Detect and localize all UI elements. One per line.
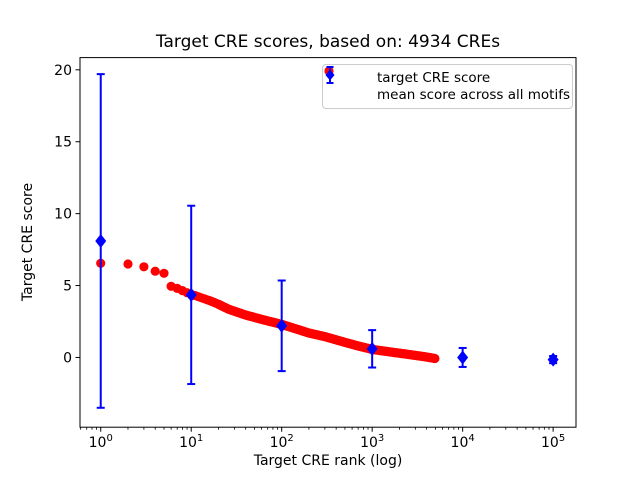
legend-item-mean-score: mean score across all motifs bbox=[325, 66, 572, 105]
x-tick-label: 100 bbox=[89, 433, 113, 451]
y-tick-label: 10 bbox=[54, 207, 72, 223]
y-axis-label: Target CRE score bbox=[20, 182, 36, 302]
legend: target CRE score mean score across all m… bbox=[322, 64, 573, 109]
mean-diamond-point bbox=[457, 350, 469, 365]
y-tick-label: 0 bbox=[63, 350, 72, 366]
target-score-point bbox=[150, 266, 160, 276]
target-score-point bbox=[139, 262, 149, 272]
mean-diamond-point bbox=[185, 287, 197, 302]
target-score-point bbox=[430, 353, 440, 364]
target-score-point bbox=[159, 268, 169, 278]
mean-diamond-point bbox=[276, 318, 288, 333]
x-axis-label: Target CRE rank (log) bbox=[253, 453, 403, 469]
x-tick-label: 103 bbox=[360, 433, 384, 451]
legend-item-target-score: target CRE score bbox=[324, 66, 572, 87]
mean-diamond-point bbox=[547, 352, 559, 367]
y-tick-label: 20 bbox=[54, 63, 72, 79]
legend-item-label: mean score across all motifs bbox=[377, 87, 571, 104]
x-tick-label: 105 bbox=[541, 433, 565, 451]
mean-diamond-point bbox=[366, 341, 378, 356]
x-tick-label: 102 bbox=[270, 433, 294, 451]
x-tick-label: 101 bbox=[179, 433, 203, 451]
mean-diamond-point bbox=[95, 233, 107, 248]
chart-title: Target CRE scores, based on: 4934 CREs bbox=[155, 32, 501, 52]
y-tick-label: 15 bbox=[54, 135, 72, 151]
y-tick-label: 5 bbox=[63, 279, 72, 295]
target-score-point bbox=[123, 259, 133, 269]
legend-item-label: target CRE score bbox=[377, 69, 491, 86]
axes-spines bbox=[79, 57, 577, 428]
x-tick-label: 104 bbox=[451, 433, 475, 451]
